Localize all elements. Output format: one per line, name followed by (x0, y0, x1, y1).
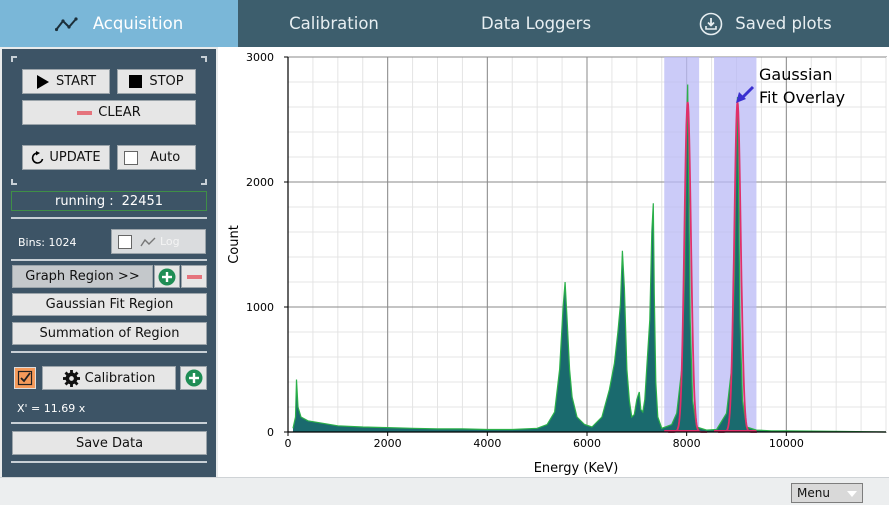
calibration-checkbox[interactable] (14, 367, 36, 389)
tab-saved-plots-label: Saved plots (735, 14, 832, 33)
gear-icon (62, 369, 80, 387)
update-label: UPDATE (49, 150, 101, 165)
calibration-formula: X' = 11.69 x (17, 402, 86, 415)
divider (11, 351, 207, 353)
spectrum-line (292, 84, 887, 433)
plus-icon (185, 369, 202, 387)
tab-acquisition[interactable]: Acquisition (0, 0, 238, 47)
chart-line-icon (140, 237, 156, 246)
x-axis-label: Energy (KeV) (534, 461, 619, 476)
summation-region-button[interactable]: Summation of Region (12, 322, 207, 345)
chevron-down-icon (847, 491, 857, 497)
y-tick-label: 2000 (246, 176, 274, 189)
clear-button[interactable]: CLEAR (22, 100, 196, 125)
auto-checkbox[interactable] (124, 150, 138, 165)
x-tick-label: 2000 (374, 437, 402, 450)
log-toggle[interactable]: Log (111, 229, 206, 254)
divider (11, 422, 207, 424)
running-status: running : 22451 (11, 191, 207, 211)
annotation-line-1: Gaussian (759, 65, 832, 84)
x-tick-label: 10000 (769, 437, 804, 450)
stop-icon (129, 75, 143, 88)
save-data-label: Save Data (75, 435, 144, 451)
stop-label: STOP (149, 74, 184, 89)
tab-bar: Acquisition Calibration Data Loggers Sav… (0, 0, 889, 47)
bins-label: Bins: 1024 (18, 236, 77, 249)
y-tick-label: 3000 (246, 51, 274, 64)
stop-button[interactable]: STOP (117, 69, 196, 94)
status-bar (0, 477, 889, 505)
graph-region-button[interactable]: Graph Region >> (12, 265, 153, 288)
y-tick-label: 0 (267, 426, 274, 439)
auto-label: Auto (150, 150, 181, 165)
control-panel: START STOP CLEAR UPDATE Auto running : 2… (2, 49, 216, 477)
y-tick-label: 1000 (246, 301, 274, 314)
add-calibration-button[interactable] (180, 366, 207, 390)
calibration-button[interactable]: Calibration (42, 366, 176, 390)
frame-corner (11, 179, 17, 185)
divider (11, 217, 207, 219)
x-tick-label: 4000 (473, 437, 501, 450)
plus-icon (158, 268, 176, 285)
spectrum-area (292, 84, 886, 432)
y-axis-label: Count (227, 225, 242, 264)
tab-acquisition-label: Acquisition (92, 14, 184, 33)
gaussian-fit-region-button[interactable]: Gaussian Fit Region (12, 293, 207, 316)
summation-label: Summation of Region (39, 326, 180, 341)
auto-toggle[interactable]: Auto (117, 145, 196, 170)
tab-calibration-label: Calibration (289, 14, 379, 33)
tab-calibration[interactable]: Calibration (238, 0, 430, 47)
frame-corner (201, 179, 207, 185)
clear-label: CLEAR (98, 105, 141, 120)
chart-line-icon (54, 16, 78, 31)
tab-data-loggers[interactable]: Data Loggers (430, 0, 642, 47)
save-data-button[interactable]: Save Data (12, 431, 207, 455)
annotation-line-2: Fit Overlay (759, 88, 845, 107)
log-checkbox[interactable] (118, 234, 132, 249)
running-label: running : (54, 193, 114, 209)
calibration-label: Calibration (84, 370, 156, 386)
start-button[interactable]: START (22, 69, 110, 94)
frame-corner (201, 56, 207, 62)
gaussian-fit-label: Gaussian Fit Region (45, 297, 174, 312)
running-count: 22451 (121, 193, 164, 209)
menu-select-value: Menu (797, 486, 830, 500)
tab-data-loggers-label: Data Loggers (480, 14, 592, 33)
minus-icon (186, 274, 202, 279)
download-icon (699, 12, 723, 35)
menu-select[interactable]: Menu (791, 483, 863, 503)
remove-region-button[interactable] (181, 265, 207, 288)
graph-region-label: Graph Region >> (25, 269, 140, 284)
divider (11, 259, 207, 261)
x-tick-label: 0 (285, 437, 292, 450)
log-label: Log (160, 235, 180, 248)
minus-icon (77, 110, 93, 115)
checkmark-icon (17, 370, 33, 386)
refresh-icon (32, 150, 44, 164)
play-icon (36, 74, 49, 89)
update-button[interactable]: UPDATE (22, 145, 110, 170)
x-tick-label: 8000 (673, 437, 701, 450)
frame-corner (11, 56, 17, 62)
start-label: START (55, 74, 97, 89)
spectrum-plot-panel: 0 1000 2000 3000 0 2000 4000 6000 8000 10000 Energ… (218, 47, 889, 477)
x-tick-label: 6000 (573, 437, 601, 450)
arrow-head-icon (736, 92, 746, 103)
tab-saved-plots[interactable]: Saved plots (642, 0, 889, 47)
add-region-button[interactable] (154, 265, 180, 288)
spectrum-chart[interactable]: 0 1000 2000 3000 0 2000 4000 6000 8000 10000 Energ… (218, 47, 889, 477)
divider (11, 461, 207, 463)
